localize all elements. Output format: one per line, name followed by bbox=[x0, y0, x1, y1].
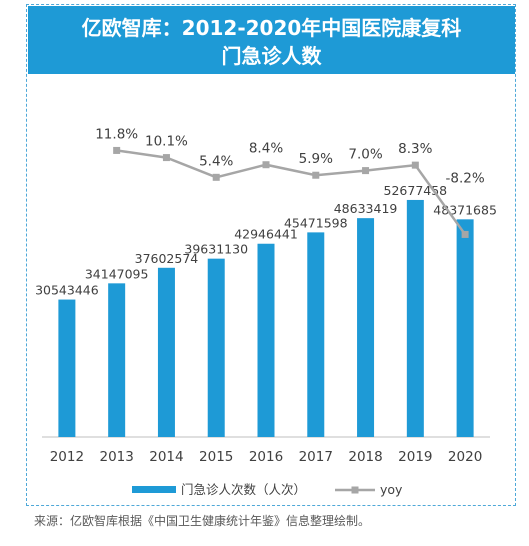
x-tick-label-2014: 2014 bbox=[149, 449, 183, 465]
legend-line-label: yoy bbox=[380, 482, 403, 497]
yoy-value-label-2018: 7.0% bbox=[348, 147, 382, 163]
legend-bar-label: 门急诊人次数（人次） bbox=[181, 482, 306, 497]
bar-2018 bbox=[357, 218, 375, 437]
legend-bar-swatch bbox=[132, 486, 176, 493]
yoy-value-label-2014: 10.1% bbox=[145, 134, 188, 150]
bar-2020 bbox=[456, 219, 474, 437]
bar-value-label-2014: 37602574 bbox=[135, 251, 199, 266]
yoy-value-label-2017: 5.9% bbox=[299, 151, 333, 167]
yoy-marker-2020 bbox=[461, 230, 469, 238]
yoy-value-label-2016: 8.4% bbox=[249, 141, 283, 157]
source-note: 来源：亿欧智库根据《中国卫生健康统计年鉴》信息整理绘制。 bbox=[34, 514, 371, 528]
bar-value-label-2018: 48633419 bbox=[334, 201, 398, 216]
x-tick-label-2015: 2015 bbox=[199, 449, 233, 465]
yoy-marker-2016 bbox=[262, 161, 270, 169]
bar-value-label-2016: 42946441 bbox=[234, 227, 298, 242]
x-tick-label-2020: 2020 bbox=[448, 449, 482, 465]
bar-2014 bbox=[157, 267, 175, 437]
bar-value-label-2012: 30543446 bbox=[35, 283, 99, 298]
x-tick-label-2019: 2019 bbox=[398, 449, 432, 465]
x-tick-label-2016: 2016 bbox=[249, 449, 283, 465]
yoy-marker-2015 bbox=[212, 173, 220, 181]
bar-value-label-2017: 45471598 bbox=[284, 215, 348, 230]
yoy-marker-2017 bbox=[312, 171, 320, 179]
x-tick-label-2017: 2017 bbox=[299, 449, 333, 465]
yoy-line bbox=[116, 149, 467, 236]
chart-title-bar: 亿欧智库：2012-2020年中国医院康复科 门急诊人数 bbox=[28, 6, 515, 74]
yoy-marker-2014 bbox=[162, 154, 170, 162]
chart-title-line1: 亿欧智库：2012-2020年中国医院康复科 bbox=[81, 16, 462, 40]
bar-2013 bbox=[108, 283, 126, 437]
legend-line-marker bbox=[351, 486, 359, 494]
bar-value-label-2013: 34147095 bbox=[85, 266, 149, 281]
yoy-marker-2019 bbox=[411, 161, 419, 169]
x-tick-label-2013: 2013 bbox=[99, 449, 133, 465]
bar-value-label-2015: 39631130 bbox=[184, 242, 248, 257]
bar-2017 bbox=[307, 232, 325, 437]
yoy-value-label-2013: 11.8% bbox=[95, 126, 138, 142]
chart-frame bbox=[26, 4, 516, 506]
yoy-value-label-2019: 8.3% bbox=[398, 141, 432, 157]
yoy-marker-2013 bbox=[113, 146, 121, 154]
yoy-marker-2018 bbox=[362, 167, 370, 175]
x-tick-label-2018: 2018 bbox=[348, 449, 382, 465]
bar-2015 bbox=[207, 258, 225, 437]
x-tick-label-2012: 2012 bbox=[50, 449, 84, 465]
chart-title-line2: 门急诊人数 bbox=[221, 44, 322, 68]
bar-2016 bbox=[257, 243, 275, 437]
yoy-value-label-2020: -8.2% bbox=[446, 170, 485, 186]
bar-2012 bbox=[58, 299, 76, 437]
yoy-value-label-2015: 5.4% bbox=[199, 153, 233, 169]
bar-2019 bbox=[406, 199, 424, 437]
